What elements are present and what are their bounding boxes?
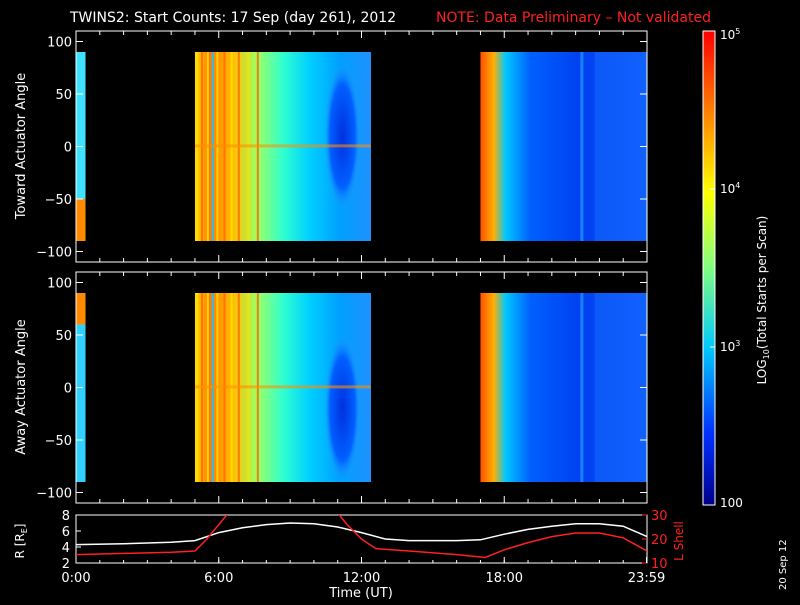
late-haze (594, 293, 647, 482)
colorbar-ticks: 100 103 104 105 (710, 27, 743, 510)
toward-angle-heatmap (76, 31, 647, 262)
data-window-early-hot (76, 199, 86, 241)
ytick-label: −50 (45, 434, 72, 449)
ytick-label: −50 (45, 193, 72, 208)
date-stamp: 20 Sep 12 (778, 539, 789, 590)
ytick-label: 8 (62, 509, 70, 524)
late-haze (594, 52, 647, 241)
preliminary-note: NOTE: Data Preliminary – Not validated (436, 10, 711, 26)
ytick-label-right: 30 (651, 509, 668, 524)
away-angle-heatmap (76, 272, 647, 503)
ytick-label: 50 (55, 329, 72, 344)
ytick-label: 0 (64, 141, 72, 156)
middle-ylabel: Away Actuator Angle (14, 319, 29, 454)
low-count-oval (324, 335, 361, 482)
ytick-label: 100 (47, 36, 72, 51)
data-window-late (480, 52, 647, 241)
xtick-label: 18:00 (486, 571, 523, 586)
xtick-label: 12:00 (343, 571, 380, 586)
series-group (76, 515, 647, 559)
colorbar-tick-label: 100 (720, 496, 743, 510)
streak-line (580, 293, 584, 482)
xaxis-label: Time (UT) (328, 586, 393, 600)
ytick-label: −100 (36, 487, 72, 502)
l-shell-line (76, 515, 647, 559)
ytick-label: 2 (62, 557, 70, 572)
ytick-label: −100 (36, 246, 72, 261)
streak-line (580, 52, 584, 241)
colorbar (702, 30, 716, 506)
low-count-oval (324, 62, 361, 210)
colorbar-tick-label: 103 (720, 339, 740, 354)
data-window-early-hot (76, 293, 86, 325)
colorbar-tick-label: 105 (720, 27, 740, 42)
xtick-label: 6:00 (204, 571, 233, 586)
equator-band (194, 385, 372, 389)
data-window-late (480, 293, 647, 482)
ytick-label-right: 20 (651, 533, 668, 548)
top-ylabel: Toward Actuator Angle (14, 73, 29, 220)
xtick-label: 23:59 (628, 571, 665, 586)
axes-layer: 100 50 0 −50 −100 100 50 0 −50 −100 (36, 30, 648, 504)
colorbar-label: LOG10(Total Starts per Scan) (755, 216, 771, 385)
ytick-label: 4 (62, 541, 70, 556)
xtick-label: 0:00 (61, 571, 90, 586)
chart-title: TWINS2: Start Counts: 17 Sep (day 261), … (69, 10, 396, 26)
ytick-label: 6 (62, 525, 70, 540)
ytick-label-right: 10 (651, 557, 668, 572)
ytick-label: 50 (55, 88, 72, 103)
bottom-ylabel-right: L Shell (672, 521, 686, 561)
bottom-ylabel-left: R [RE] (13, 524, 29, 559)
colorbar-tick-label: 104 (720, 181, 740, 196)
equator-band (194, 144, 372, 148)
ytick-label: 100 (47, 277, 72, 292)
ytick-label: 0 (64, 382, 72, 397)
